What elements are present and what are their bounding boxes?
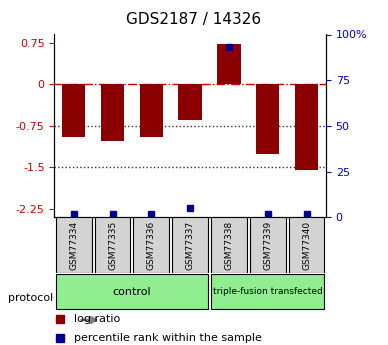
Text: GSM77337: GSM77337 bbox=[185, 220, 195, 269]
Text: triple-fusion transfected: triple-fusion transfected bbox=[213, 287, 322, 296]
Bar bbox=[62, 85, 85, 137]
Bar bbox=[140, 85, 163, 137]
Text: GSM77338: GSM77338 bbox=[224, 220, 234, 269]
FancyBboxPatch shape bbox=[289, 217, 324, 273]
Text: percentile rank within the sample: percentile rank within the sample bbox=[74, 333, 262, 343]
FancyBboxPatch shape bbox=[211, 275, 324, 308]
Bar bbox=[256, 85, 279, 154]
Text: GSM77340: GSM77340 bbox=[302, 220, 311, 269]
FancyBboxPatch shape bbox=[133, 217, 169, 273]
Bar bbox=[101, 85, 124, 141]
Text: control: control bbox=[113, 287, 151, 296]
Bar bbox=[217, 45, 241, 85]
Text: GSM77336: GSM77336 bbox=[147, 220, 156, 269]
Bar bbox=[295, 85, 318, 170]
FancyBboxPatch shape bbox=[172, 217, 208, 273]
FancyBboxPatch shape bbox=[56, 217, 92, 273]
Bar bbox=[178, 85, 202, 120]
Text: GSM77335: GSM77335 bbox=[108, 220, 117, 269]
FancyBboxPatch shape bbox=[95, 217, 130, 273]
Text: GSM77339: GSM77339 bbox=[263, 220, 272, 269]
FancyBboxPatch shape bbox=[56, 275, 208, 308]
Text: log ratio: log ratio bbox=[74, 314, 120, 324]
Text: GSM77334: GSM77334 bbox=[69, 220, 78, 269]
Text: GDS2187 / 14326: GDS2187 / 14326 bbox=[126, 12, 262, 27]
FancyBboxPatch shape bbox=[211, 217, 247, 273]
FancyBboxPatch shape bbox=[250, 217, 286, 273]
Text: protocol: protocol bbox=[8, 294, 53, 303]
